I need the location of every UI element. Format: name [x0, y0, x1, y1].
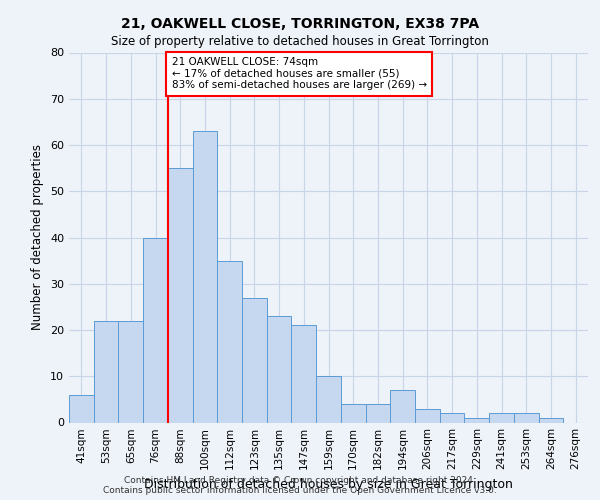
Bar	[440, 413, 464, 422]
Bar	[242, 298, 267, 422]
Bar	[143, 238, 168, 422]
Bar	[69, 395, 94, 422]
Text: Contains HM Land Registry data © Crown copyright and database right 2024.: Contains HM Land Registry data © Crown c…	[124, 476, 476, 485]
Bar	[390, 390, 415, 422]
Bar	[415, 408, 440, 422]
Bar	[94, 321, 118, 422]
Y-axis label: Number of detached properties: Number of detached properties	[31, 144, 44, 330]
Text: 21, OAKWELL CLOSE, TORRINGTON, EX38 7PA: 21, OAKWELL CLOSE, TORRINGTON, EX38 7PA	[121, 18, 479, 32]
Text: 21 OAKWELL CLOSE: 74sqm
← 17% of detached houses are smaller (55)
83% of semi-de: 21 OAKWELL CLOSE: 74sqm ← 17% of detache…	[172, 57, 427, 90]
Bar	[316, 376, 341, 422]
Bar	[464, 418, 489, 422]
Bar	[267, 316, 292, 422]
X-axis label: Distribution of detached houses by size in Great Torrington: Distribution of detached houses by size …	[144, 478, 513, 491]
Bar	[292, 326, 316, 422]
Text: Size of property relative to detached houses in Great Torrington: Size of property relative to detached ho…	[111, 35, 489, 48]
Bar	[168, 168, 193, 422]
Bar	[539, 418, 563, 422]
Bar	[217, 260, 242, 422]
Bar	[365, 404, 390, 422]
Text: Contains public sector information licensed under the Open Government Licence v3: Contains public sector information licen…	[103, 486, 497, 495]
Bar	[514, 413, 539, 422]
Bar	[118, 321, 143, 422]
Bar	[489, 413, 514, 422]
Bar	[341, 404, 365, 422]
Bar	[193, 131, 217, 422]
